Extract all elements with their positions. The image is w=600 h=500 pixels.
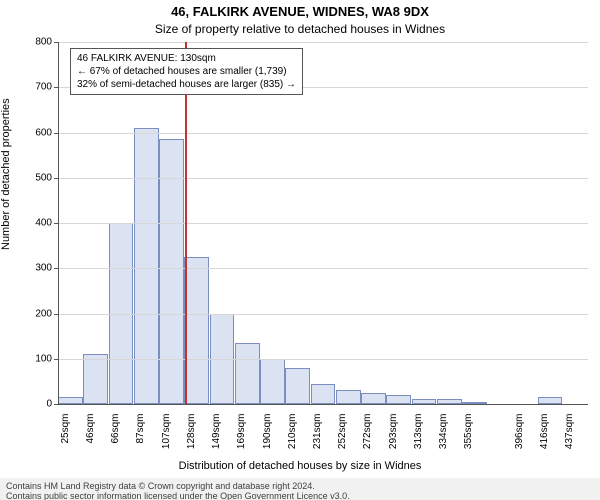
histogram-bar (260, 359, 285, 404)
chart-title: 46, FALKIRK AVENUE, WIDNES, WA8 9DX (0, 4, 600, 19)
xtick-label: 46sqm (85, 414, 96, 444)
ytick-label: 400 (2, 218, 52, 229)
histogram-bar (159, 139, 184, 404)
histogram-bar (361, 393, 386, 404)
xtick-label: 210sqm (287, 414, 298, 450)
ytick-mark (54, 87, 58, 88)
ytick-label: 200 (2, 308, 52, 319)
annotation-line-3: 32% of semi-detached houses are larger (… (77, 78, 296, 91)
xtick-label: 231sqm (312, 414, 323, 450)
xtick-label: 149sqm (211, 414, 222, 450)
histogram-bar (134, 128, 159, 404)
xtick-label: 396sqm (514, 414, 525, 450)
annotation-line-2: ← 67% of detached houses are smaller (1,… (77, 65, 296, 78)
xtick-label: 334sqm (438, 414, 449, 450)
gridline (58, 359, 588, 360)
gridline (58, 314, 588, 315)
annotation-line-1: 46 FALKIRK AVENUE: 130sqm (77, 52, 296, 65)
xtick-label: 169sqm (236, 414, 247, 450)
histogram-bar (235, 343, 260, 404)
xtick-label: 66sqm (110, 414, 121, 444)
gridline (58, 42, 588, 43)
ytick-label: 500 (2, 172, 52, 183)
xtick-label: 355sqm (463, 414, 474, 450)
histogram-bar (386, 395, 411, 404)
gridline (58, 268, 588, 269)
y-axis-line (58, 42, 59, 404)
histogram-bar (285, 368, 310, 404)
ytick-mark (54, 133, 58, 134)
ytick-label: 700 (2, 82, 52, 93)
ytick-label: 800 (2, 37, 52, 48)
xtick-label: 416sqm (539, 414, 550, 450)
gridline (58, 133, 588, 134)
footer-line-2: Contains public sector information licen… (6, 491, 594, 500)
xtick-label: 313sqm (413, 414, 424, 450)
chart-footer: Contains HM Land Registry data © Crown c… (0, 478, 600, 500)
ytick-mark (54, 223, 58, 224)
histogram-bar (58, 397, 83, 404)
xtick-label: 190sqm (262, 414, 273, 450)
ytick-mark (54, 314, 58, 315)
ytick-mark (54, 178, 58, 179)
histogram-bar (184, 257, 209, 404)
ytick-mark (54, 359, 58, 360)
xtick-label: 293sqm (388, 414, 399, 450)
ytick-mark (54, 404, 58, 405)
histogram-bar (311, 384, 336, 404)
xtick-label: 272sqm (362, 414, 373, 450)
xtick-label: 107sqm (161, 414, 172, 450)
histogram-bar (83, 354, 108, 404)
xtick-label: 252sqm (337, 414, 348, 450)
property-marker-line (185, 42, 187, 404)
ytick-label: 300 (2, 263, 52, 274)
xtick-label: 437sqm (564, 414, 575, 450)
chart-subtitle: Size of property relative to detached ho… (0, 22, 600, 36)
ytick-mark (54, 42, 58, 43)
xtick-label: 25sqm (60, 414, 71, 444)
histogram-bar (538, 397, 563, 404)
xtick-label: 87sqm (135, 414, 146, 444)
ytick-label: 100 (2, 353, 52, 364)
x-axis-line (58, 404, 588, 405)
ytick-label: 0 (2, 399, 52, 410)
ytick-mark (54, 268, 58, 269)
histogram-bar (336, 390, 361, 404)
x-axis-label: Distribution of detached houses by size … (0, 460, 600, 472)
annotation-box: 46 FALKIRK AVENUE: 130sqm ← 67% of detac… (70, 48, 303, 95)
gridline (58, 178, 588, 179)
footer-line-1: Contains HM Land Registry data © Crown c… (6, 481, 594, 491)
xtick-label: 128sqm (186, 414, 197, 450)
gridline (58, 223, 588, 224)
ytick-label: 600 (2, 127, 52, 138)
chart-plot-area: 010020030040050060070080025sqm46sqm66sqm… (58, 42, 588, 404)
